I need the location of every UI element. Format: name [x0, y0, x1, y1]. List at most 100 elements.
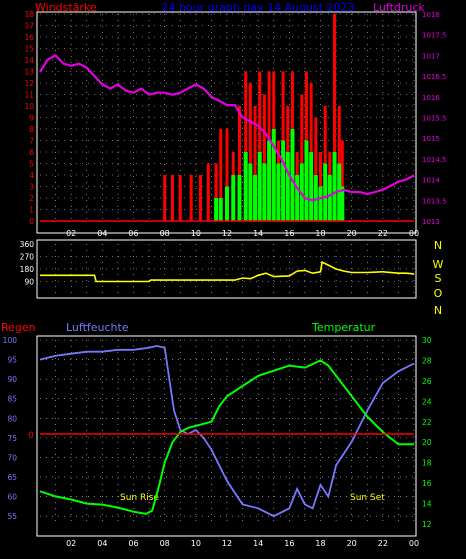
wind-y-tick: 13 [24, 68, 34, 77]
temperature-y-tick: 28 [422, 356, 432, 365]
humidity-line [39, 344, 415, 518]
wind-y-tick: 16 [24, 33, 34, 42]
temperature-y-tick: 30 [422, 336, 432, 345]
humidity-label: Luftfeuchte [66, 321, 129, 334]
wind-x-tick: 02 [66, 229, 76, 238]
wind-x-tick: 14 [253, 229, 263, 238]
wind-y-tick: 18 [24, 10, 34, 19]
compass-label: W [433, 258, 444, 271]
wind-x-tick: 06 [128, 229, 138, 238]
temp-humidity-panel-frame [36, 335, 417, 537]
sunset-label: Sun Set [350, 493, 385, 503]
humidity-y-tick: 90 [7, 375, 17, 384]
chart-marks-layer: 012345678910111213141516171810131013.510… [3, 10, 447, 548]
pressure-y-tick: 1017.5 [422, 32, 447, 40]
wind-y-tick: 4 [29, 171, 34, 180]
wind-y-tick: 9 [29, 114, 34, 123]
temp-x-tick: 12 [222, 539, 232, 548]
wind-y-tick: 11 [24, 91, 34, 100]
wind-y-tick: 2 [29, 194, 34, 203]
pressure-y-tick: 1018 [422, 11, 440, 19]
temperature-y-tick: 22 [422, 418, 432, 427]
temp-x-tick: 22 [378, 539, 388, 548]
humidity-y-tick: 100 [3, 336, 18, 345]
pressure-y-tick: 1014 [422, 177, 440, 185]
wind-x-tick: 04 [97, 229, 107, 238]
humidity-y-tick: 55 [7, 512, 17, 521]
temp-x-tick: 20 [347, 539, 357, 548]
wind-x-tick: 08 [160, 229, 170, 238]
temperature-y-tick: 14 [422, 500, 432, 509]
wind-y-tick: 7 [29, 137, 34, 146]
rain-label: Regen [1, 321, 36, 334]
compass-label: S [435, 272, 442, 285]
temp-x-tick: 10 [191, 539, 201, 548]
temperature-y-tick: 24 [422, 397, 432, 406]
temp-x-tick: 18 [315, 539, 325, 548]
pressure-y-tick: 1016 [422, 94, 440, 102]
wind-y-tick: 5 [29, 160, 34, 169]
wind-x-tick: 16 [284, 229, 294, 238]
wind-x-tick: 12 [222, 229, 232, 238]
wind-y-tick: 14 [24, 56, 34, 65]
temp-x-tick: 04 [97, 539, 107, 548]
temp-x-tick: 00 [409, 539, 419, 548]
temperature-y-tick: 12 [422, 520, 432, 529]
wind-y-tick: 0 [29, 217, 34, 226]
temp-x-tick: 02 [66, 539, 76, 548]
humidity-y-tick: 85 [7, 395, 17, 404]
compass-label: N [434, 304, 442, 317]
wind-x-tick: 18 [315, 229, 325, 238]
wind-strength-title: Windstärke [35, 1, 97, 14]
humidity-y-tick: 80 [7, 414, 17, 423]
humidity-y-tick: 70 [7, 453, 17, 462]
pressure-y-tick: 1016.5 [422, 73, 447, 81]
direction-panel-frame [36, 239, 417, 299]
humidity-y-tick: 65 [7, 473, 17, 482]
graph-date-title: 24 hour graph day 14 August 2023 [161, 1, 354, 14]
direction-y-tick: 360 [20, 240, 35, 249]
wind-x-tick: 20 [347, 229, 357, 238]
sunrise-label: Sun Rise [120, 493, 159, 503]
wind-y-tick: 8 [29, 125, 34, 134]
temperature-y-tick: 18 [422, 459, 432, 468]
wind-y-tick: 3 [29, 183, 34, 192]
wind-direction-line [40, 260, 415, 283]
temperature-line [39, 359, 414, 515]
wind-x-tick: 00 [409, 229, 419, 238]
compass-label: N [434, 239, 442, 252]
humidity-y-tick: 75 [7, 434, 17, 443]
rain-zero-label: 0 [28, 431, 34, 441]
temp-x-tick: 06 [128, 539, 138, 548]
wind-y-tick: 6 [29, 148, 34, 157]
wind-x-tick: 10 [191, 229, 201, 238]
pressure-y-tick: 1015.5 [422, 115, 447, 123]
temperature-label: Temperatur [311, 321, 376, 334]
temp-x-tick: 08 [160, 539, 170, 548]
pressure-y-tick: 1015 [422, 135, 440, 143]
pressure-line [39, 54, 415, 202]
wind-y-tick: 10 [24, 102, 34, 111]
pressure-y-tick: 1017 [422, 52, 440, 60]
temp-x-tick: 16 [284, 539, 294, 548]
pressure-title: Luftdruck [373, 1, 425, 14]
wind-x-tick: 22 [378, 229, 388, 238]
compass-label: O [434, 287, 443, 300]
wind-y-tick: 17 [24, 22, 34, 31]
pressure-y-tick: 1013.5 [422, 197, 447, 205]
humidity-y-tick: 60 [7, 493, 17, 502]
temp-x-tick: 14 [253, 539, 263, 548]
direction-y-tick: 180 [20, 265, 35, 274]
wind-y-tick: 15 [24, 45, 34, 54]
direction-y-tick: 90 [24, 278, 34, 287]
wind-pressure-panel-frame [36, 11, 417, 234]
pressure-y-tick: 1013 [422, 218, 440, 226]
direction-y-tick: 270 [20, 253, 35, 262]
humidity-y-tick: 95 [7, 356, 17, 365]
wind-y-tick: 12 [24, 79, 34, 88]
temperature-y-tick: 16 [422, 479, 432, 488]
pressure-y-tick: 1014.5 [422, 156, 447, 164]
wind-y-tick: 1 [29, 206, 34, 215]
